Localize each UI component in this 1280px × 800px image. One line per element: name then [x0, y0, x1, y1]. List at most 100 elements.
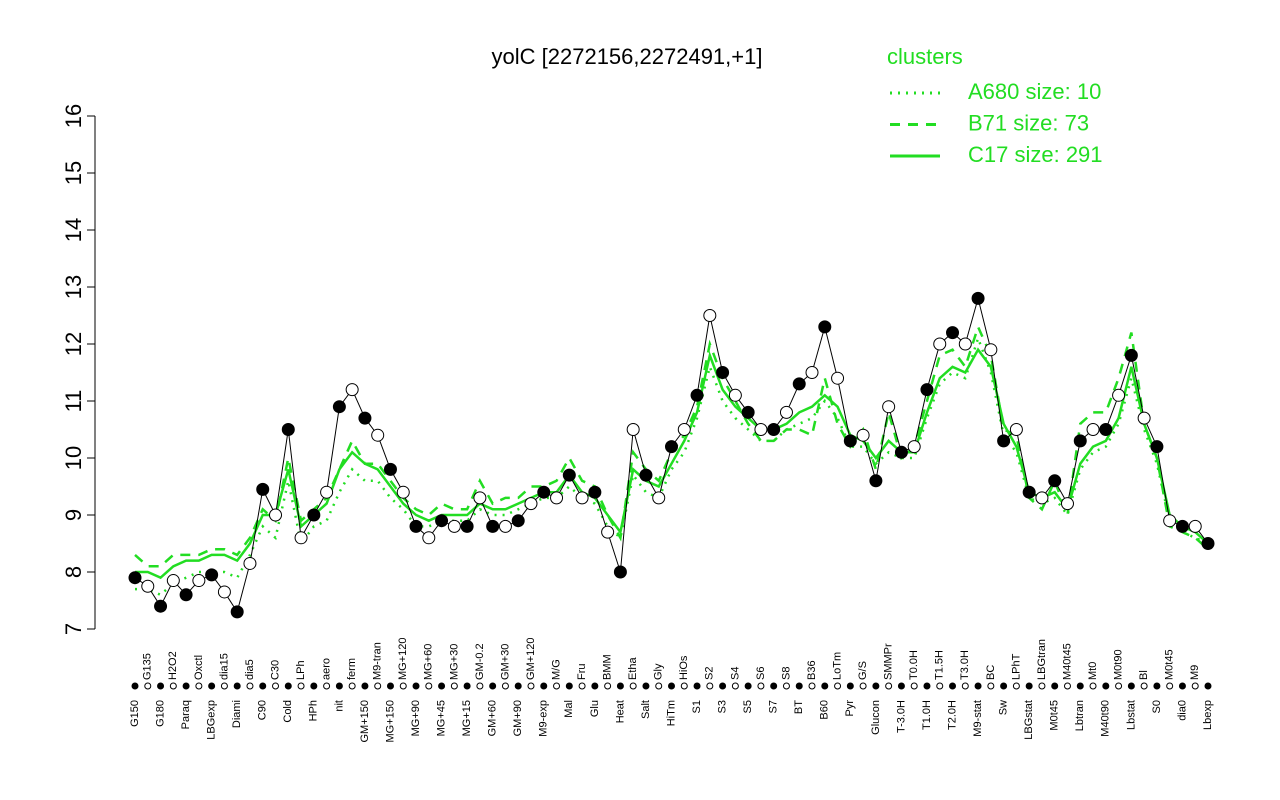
- data-point: [345, 383, 359, 397]
- x-tick-label: GM+60: [487, 700, 499, 736]
- rug-mark: [731, 682, 739, 690]
- x-tick-label: Mt0: [1087, 662, 1099, 680]
- x-tick-label: M40t45: [1061, 643, 1073, 680]
- x-tick-label: dia5: [244, 659, 256, 680]
- data-point: [805, 366, 819, 379]
- x-tick-label: G/S: [857, 661, 869, 680]
- data-point: [843, 434, 857, 448]
- y-tick-label: 9: [61, 509, 86, 521]
- data-point: [946, 326, 960, 340]
- rug-mark: [540, 682, 548, 690]
- data-point: [217, 585, 231, 599]
- x-tick-label: dia0: [1176, 700, 1188, 721]
- x-tick-label: M9-stat: [972, 700, 984, 737]
- x-tick-label: Paraq: [180, 700, 192, 729]
- data-point: [562, 468, 576, 482]
- x-tick-label: MG+15: [461, 700, 473, 736]
- rug-mark: [208, 682, 216, 690]
- data-point: [230, 605, 244, 619]
- data-point: [256, 482, 270, 496]
- data-point: [626, 423, 640, 436]
- y-tick-label: 8: [61, 566, 86, 578]
- rug-mark: [604, 682, 612, 690]
- x-tick-label: Etha: [627, 656, 639, 680]
- rug-mark: [987, 682, 995, 690]
- data-point: [524, 497, 538, 511]
- x-tick-label: Diami: [231, 700, 243, 728]
- x-tick-label: G180: [154, 700, 166, 727]
- data-point: [1150, 440, 1164, 454]
- data-point: [537, 485, 551, 499]
- rug-mark: [834, 682, 842, 690]
- x-tick-label: T3.0H: [959, 650, 971, 680]
- x-tick-label: M9-exp: [538, 700, 550, 737]
- data-point: [1022, 485, 1036, 499]
- x-tick-label: S5: [742, 700, 754, 713]
- x-tick-label: MG+60: [423, 644, 435, 680]
- rug-mark: [782, 682, 790, 690]
- x-tick-label: H2O2: [167, 651, 179, 680]
- rug-mark: [272, 682, 280, 690]
- data-point: [128, 571, 142, 585]
- x-tick-label: M9-tran: [372, 642, 384, 680]
- data-point: [601, 525, 615, 539]
- x-tick-label: G150: [129, 700, 141, 727]
- data-point: [703, 309, 717, 322]
- y-tick-label: 12: [61, 332, 86, 356]
- data-point: [971, 291, 985, 305]
- data-point: [754, 423, 768, 436]
- rug-mark: [616, 682, 624, 690]
- rug-mark: [808, 682, 816, 690]
- data-point: [818, 320, 832, 334]
- x-tick-label: Pyr: [844, 700, 856, 717]
- legend-label: B71 size: 73: [968, 110, 1089, 135]
- data-point: [1112, 388, 1126, 402]
- x-tick-label: LPhT: [1010, 653, 1022, 680]
- x-tick-label: BMM: [602, 654, 614, 680]
- x-tick-label: Cold: [282, 700, 294, 723]
- data-point: [1175, 519, 1189, 533]
- rug-mark: [897, 682, 905, 690]
- x-tick-label: B60: [819, 700, 831, 720]
- rug-mark: [680, 682, 688, 690]
- data-point: [294, 531, 308, 545]
- rug-mark: [1102, 682, 1110, 690]
- data-point: [1035, 491, 1049, 505]
- data-point: [894, 445, 908, 459]
- data-point: [690, 388, 704, 402]
- data-point: [882, 400, 896, 414]
- rug-mark: [412, 682, 420, 690]
- rug-mark: [821, 682, 829, 690]
- rug-mark: [859, 682, 867, 690]
- data-point: [1201, 537, 1215, 550]
- y-tick-label: 7: [61, 623, 86, 635]
- rug-mark: [872, 682, 880, 690]
- rug-mark: [323, 682, 331, 690]
- data-point: [435, 514, 449, 528]
- x-tick-label: G135: [142, 653, 154, 680]
- rug-mark: [1000, 682, 1008, 690]
- rug-mark: [476, 682, 484, 690]
- rug-mark: [169, 682, 177, 690]
- y-tick-label: 14: [61, 218, 86, 242]
- rug-mark: [348, 682, 356, 690]
- x-tick-label: GM+150: [359, 700, 371, 743]
- rug-mark: [310, 682, 318, 690]
- data-point: [179, 588, 193, 602]
- rug-mark: [246, 682, 254, 690]
- rug-mark: [514, 682, 522, 690]
- x-tick-label: C30: [269, 660, 281, 680]
- rug-mark: [565, 682, 573, 690]
- x-tick-label: S7: [768, 700, 780, 713]
- data-point: [1188, 519, 1202, 533]
- rug-mark: [233, 682, 241, 690]
- x-tick-label: T1.5H: [934, 650, 946, 680]
- rug-mark: [1153, 682, 1161, 690]
- x-tick-label: MG+45: [435, 700, 447, 736]
- data-point: [269, 508, 283, 522]
- data-point: [422, 531, 436, 545]
- rug-mark: [1140, 682, 1148, 690]
- data-point: [869, 474, 883, 488]
- x-tick-label: Bl: [1138, 670, 1150, 680]
- rug-mark: [131, 682, 139, 690]
